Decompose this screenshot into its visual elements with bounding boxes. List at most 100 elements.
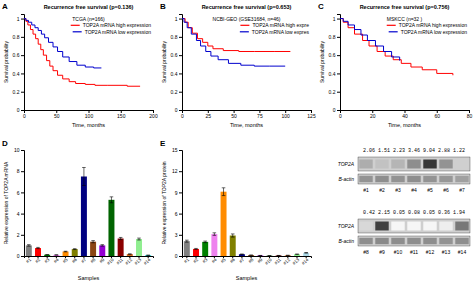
legend-swatch xyxy=(240,25,249,26)
lane-label: #13 xyxy=(442,249,451,255)
tick: 0 xyxy=(175,253,182,259)
tick-label: 0.4 xyxy=(171,71,178,77)
lane-label: #1 xyxy=(363,187,369,193)
tick: 60 xyxy=(434,110,440,119)
tick-label: #1 xyxy=(183,257,190,264)
tick-label: #3 xyxy=(201,257,208,264)
blot-band xyxy=(391,176,404,182)
panel: 05010015020000.20.40.60.81Recurrence fre… xyxy=(2,2,158,128)
tick-label: #6 xyxy=(229,257,236,264)
blot-values: 2.06 1.51 2.23 3.46 9.04 2.88 1.22 xyxy=(363,148,465,154)
tick: 100 xyxy=(85,110,94,119)
error-bar xyxy=(36,247,40,248)
tick: #2 xyxy=(34,256,41,264)
tick-label: 50 xyxy=(231,113,237,119)
blot-band xyxy=(439,160,452,169)
tick-label: 10 xyxy=(14,147,20,153)
tick-label: 4 xyxy=(17,211,20,217)
bar xyxy=(118,239,124,256)
error-bar xyxy=(82,167,86,185)
tick-mark xyxy=(179,37,182,38)
tick: 0.2 xyxy=(171,89,182,95)
tick: 0 xyxy=(175,107,182,113)
tick-mark xyxy=(21,214,24,215)
x-axis-title: Time, months xyxy=(72,122,105,128)
tick: #11 xyxy=(273,256,282,266)
bar xyxy=(53,255,59,256)
bar xyxy=(26,245,32,256)
tick: 0.2 xyxy=(13,89,24,95)
legend-label: TOP2A mRNA low expression xyxy=(401,29,468,35)
tick-label: 0.8 xyxy=(329,34,336,40)
tick-label: 0.2 xyxy=(13,89,20,95)
tick-label: #2 xyxy=(34,257,41,264)
lane-label: #9 xyxy=(379,249,385,255)
blot-band xyxy=(359,176,372,182)
tick: #11 xyxy=(115,256,124,266)
tick-mark xyxy=(21,37,24,38)
chart-title: Recurrence free survival (p=0.756) xyxy=(360,4,450,10)
y-axis-title: Survival probability xyxy=(319,41,325,83)
tick-label: 0 xyxy=(181,113,184,119)
bar xyxy=(145,255,151,256)
tick-mark xyxy=(179,150,182,151)
tick-label: #3 xyxy=(43,257,50,264)
blot-row-label: B-actin xyxy=(338,238,354,244)
tick-label: 2 xyxy=(17,232,20,238)
axis-domain xyxy=(21,151,25,257)
x-axis: 020406080 xyxy=(339,110,472,119)
bar xyxy=(44,255,50,256)
blot-row-label: TOP2A xyxy=(338,223,355,229)
bar xyxy=(193,249,199,256)
error-bar xyxy=(185,240,189,242)
blot-band xyxy=(391,160,404,169)
chart-title: Recurrence free survival (p=0.136) xyxy=(44,4,134,10)
lane-label: #5 xyxy=(427,187,433,193)
tick-mark xyxy=(179,110,182,111)
tick: 1 xyxy=(17,16,24,22)
x-axis: 0255075100125 xyxy=(181,110,316,119)
tick-label: 12 xyxy=(172,168,178,174)
tick: #14 xyxy=(143,256,152,266)
tick-mark xyxy=(179,55,182,56)
blot-band xyxy=(375,176,388,182)
plot-area xyxy=(184,188,309,256)
tick-label: 8 xyxy=(17,168,20,174)
error-bar xyxy=(213,233,217,236)
chart-title: Recurrence free survival (p=0.653) xyxy=(202,4,292,10)
tick-label: 60 xyxy=(434,113,440,119)
blot-band xyxy=(455,176,468,182)
tick: 0 xyxy=(23,110,26,119)
tick: 0 xyxy=(181,110,184,119)
legend-label: TOP2A mRNA high expression xyxy=(83,22,151,28)
error-bar xyxy=(240,254,244,255)
lane-label: #10 xyxy=(394,249,403,255)
tick-label: #4 xyxy=(211,257,218,264)
tick: #14 xyxy=(301,256,310,266)
error-bar xyxy=(64,251,68,253)
legend-label: TOP2A mRNA low expres xyxy=(252,29,310,35)
blot-band xyxy=(423,176,436,182)
tick-mark xyxy=(179,214,182,215)
panel-label: B xyxy=(160,2,166,11)
error-bar xyxy=(27,245,31,246)
tick: 0.8 xyxy=(171,34,182,40)
error-bar xyxy=(137,238,141,240)
tick-mark xyxy=(21,55,24,56)
bar xyxy=(285,255,291,256)
bar xyxy=(257,255,263,256)
blot-band xyxy=(423,160,436,169)
tick-mark xyxy=(179,19,182,20)
lane-label: #11 xyxy=(410,249,418,255)
tick-label: #5 xyxy=(62,257,69,264)
tick: #7 xyxy=(238,256,245,264)
tick-label: #10 xyxy=(106,257,115,266)
error-bar xyxy=(110,197,114,203)
bar xyxy=(202,242,208,256)
lane-label: #6 xyxy=(443,187,449,193)
tick-mark xyxy=(21,19,24,20)
tick: 6 xyxy=(175,211,182,217)
tick-label: #6 xyxy=(71,257,78,264)
tick: 0 xyxy=(339,110,342,119)
blot-band xyxy=(407,176,420,182)
